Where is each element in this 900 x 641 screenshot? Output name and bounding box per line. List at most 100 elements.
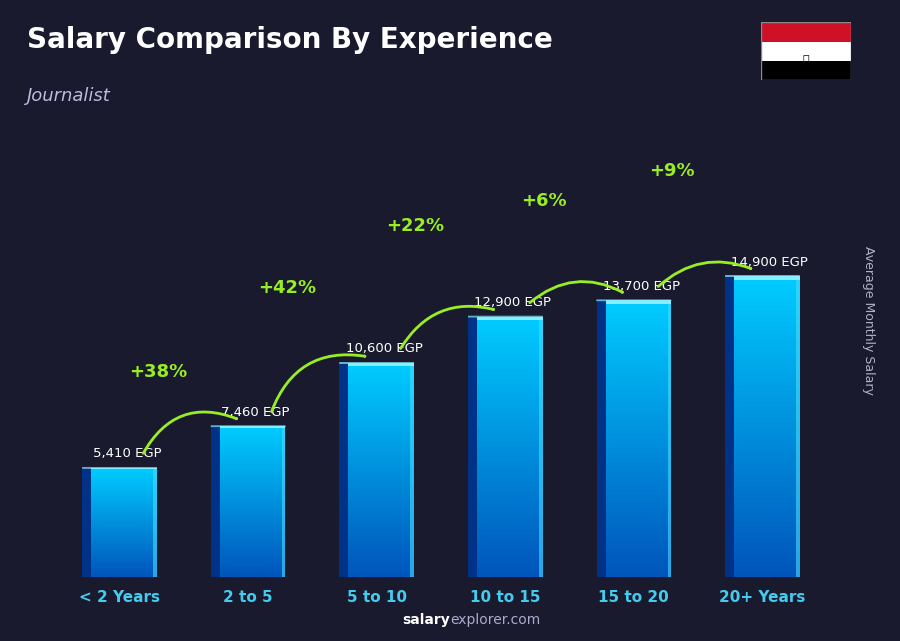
- Bar: [348, 573, 414, 577]
- Bar: [734, 537, 800, 542]
- Bar: [606, 535, 671, 540]
- Bar: [734, 381, 800, 387]
- Bar: [734, 522, 800, 527]
- Bar: [339, 363, 348, 577]
- Bar: [606, 503, 671, 508]
- Bar: [477, 399, 543, 403]
- Bar: [734, 406, 800, 412]
- Bar: [606, 324, 671, 328]
- Bar: [220, 464, 285, 467]
- Text: +22%: +22%: [386, 217, 445, 235]
- Bar: [91, 559, 157, 560]
- Bar: [477, 469, 543, 473]
- Bar: [760, 42, 850, 61]
- Bar: [91, 497, 157, 499]
- Bar: [606, 522, 671, 526]
- Bar: [477, 386, 543, 390]
- Bar: [348, 449, 414, 452]
- Bar: [348, 570, 414, 573]
- Bar: [606, 388, 671, 392]
- Bar: [348, 524, 414, 527]
- Bar: [477, 412, 543, 417]
- Bar: [348, 424, 414, 427]
- Bar: [220, 524, 285, 527]
- Bar: [91, 513, 157, 515]
- Bar: [91, 535, 157, 537]
- Bar: [734, 362, 800, 367]
- Bar: [606, 374, 671, 379]
- Bar: [734, 281, 800, 287]
- Bar: [734, 392, 800, 397]
- Text: +42%: +42%: [257, 279, 316, 297]
- Bar: [606, 438, 671, 444]
- Bar: [91, 481, 157, 482]
- Bar: [211, 426, 220, 577]
- Bar: [220, 426, 285, 429]
- Bar: [734, 497, 800, 502]
- Bar: [220, 429, 285, 431]
- Bar: [606, 563, 671, 568]
- Bar: [606, 572, 671, 577]
- Bar: [477, 455, 543, 460]
- Bar: [734, 337, 800, 342]
- Bar: [220, 479, 285, 481]
- Bar: [91, 519, 157, 520]
- Bar: [734, 417, 800, 422]
- Bar: [91, 493, 157, 495]
- Bar: [606, 402, 671, 406]
- Bar: [348, 363, 414, 365]
- Bar: [606, 568, 671, 572]
- Bar: [348, 513, 414, 516]
- Bar: [606, 489, 671, 494]
- Bar: [91, 503, 157, 504]
- Bar: [348, 452, 414, 456]
- Bar: [734, 401, 800, 406]
- Bar: [348, 456, 414, 459]
- Bar: [477, 494, 543, 499]
- Bar: [477, 447, 543, 451]
- Bar: [734, 422, 800, 426]
- Bar: [734, 517, 800, 522]
- Bar: [668, 301, 671, 577]
- Bar: [220, 437, 285, 439]
- Bar: [348, 392, 414, 395]
- Bar: [477, 347, 543, 351]
- Bar: [734, 287, 800, 291]
- Bar: [91, 499, 157, 501]
- Text: +9%: +9%: [650, 162, 695, 180]
- Bar: [348, 410, 414, 413]
- Bar: [606, 392, 671, 397]
- Bar: [220, 431, 285, 434]
- Bar: [91, 479, 157, 481]
- Bar: [734, 387, 800, 392]
- Text: salary: salary: [402, 613, 450, 627]
- Bar: [477, 533, 543, 538]
- Bar: [606, 517, 671, 522]
- Bar: [606, 434, 671, 438]
- Bar: [220, 456, 285, 459]
- Bar: [734, 447, 800, 452]
- Bar: [734, 326, 800, 331]
- Bar: [734, 532, 800, 537]
- Bar: [477, 381, 543, 386]
- Bar: [91, 501, 157, 503]
- Bar: [477, 403, 543, 408]
- Bar: [348, 395, 414, 399]
- Bar: [606, 369, 671, 374]
- Bar: [734, 331, 800, 337]
- Bar: [348, 481, 414, 484]
- Bar: [91, 544, 157, 546]
- Bar: [348, 459, 414, 463]
- Bar: [606, 549, 671, 554]
- Bar: [734, 452, 800, 456]
- Bar: [477, 525, 543, 529]
- Bar: [477, 481, 543, 486]
- Bar: [220, 517, 285, 519]
- Bar: [734, 487, 800, 492]
- Bar: [91, 560, 157, 562]
- Bar: [760, 61, 850, 80]
- Bar: [410, 363, 414, 577]
- Bar: [468, 317, 477, 577]
- Bar: [348, 385, 414, 388]
- Bar: [348, 420, 414, 424]
